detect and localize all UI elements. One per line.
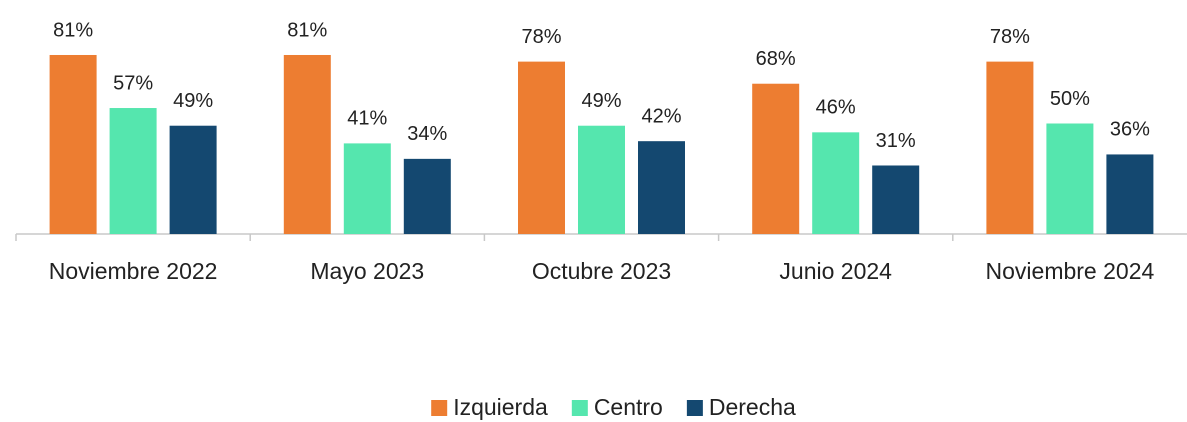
data-label: 78% — [990, 26, 1030, 48]
legend-swatch — [571, 400, 588, 416]
data-label: 57% — [113, 72, 153, 94]
bar — [638, 141, 685, 234]
bar — [343, 143, 391, 234]
bar — [403, 158, 451, 234]
data-label: 41% — [347, 108, 387, 130]
legend-label: Izquierda — [453, 394, 548, 420]
data-label: 42% — [641, 105, 681, 127]
bar — [283, 54, 331, 234]
bar — [812, 132, 860, 234]
legend-label: Centro — [594, 394, 663, 420]
data-label: 49% — [581, 90, 621, 112]
x-tick-label: Noviembre 2022 — [49, 258, 218, 284]
data-label: 49% — [173, 90, 213, 112]
legend-swatch — [686, 400, 703, 416]
x-tick-label: Junio 2024 — [779, 258, 892, 284]
bar — [578, 125, 625, 234]
bar — [109, 108, 157, 234]
x-tick-label: Noviembre 2024 — [986, 258, 1155, 284]
bar — [1106, 154, 1154, 234]
x-tick-label: Octubre 2023 — [532, 258, 671, 284]
data-label: 81% — [53, 19, 93, 41]
bar — [872, 165, 920, 234]
bar — [1046, 123, 1094, 234]
data-label: 78% — [521, 26, 561, 48]
data-label: 50% — [1050, 88, 1090, 110]
bar — [752, 83, 800, 234]
x-tick-label: Mayo 2023 — [310, 258, 424, 284]
legend-label: Derecha — [709, 394, 796, 420]
bar — [518, 61, 565, 235]
data-label: 31% — [876, 130, 916, 152]
data-label: 36% — [1110, 119, 1150, 141]
data-label: 34% — [407, 123, 447, 145]
bar — [169, 125, 217, 234]
data-label: 68% — [756, 48, 796, 70]
legend-swatch — [431, 400, 448, 416]
data-label: 81% — [287, 19, 327, 41]
bar — [986, 61, 1034, 235]
data-label: 46% — [816, 97, 856, 119]
bar — [49, 54, 97, 234]
